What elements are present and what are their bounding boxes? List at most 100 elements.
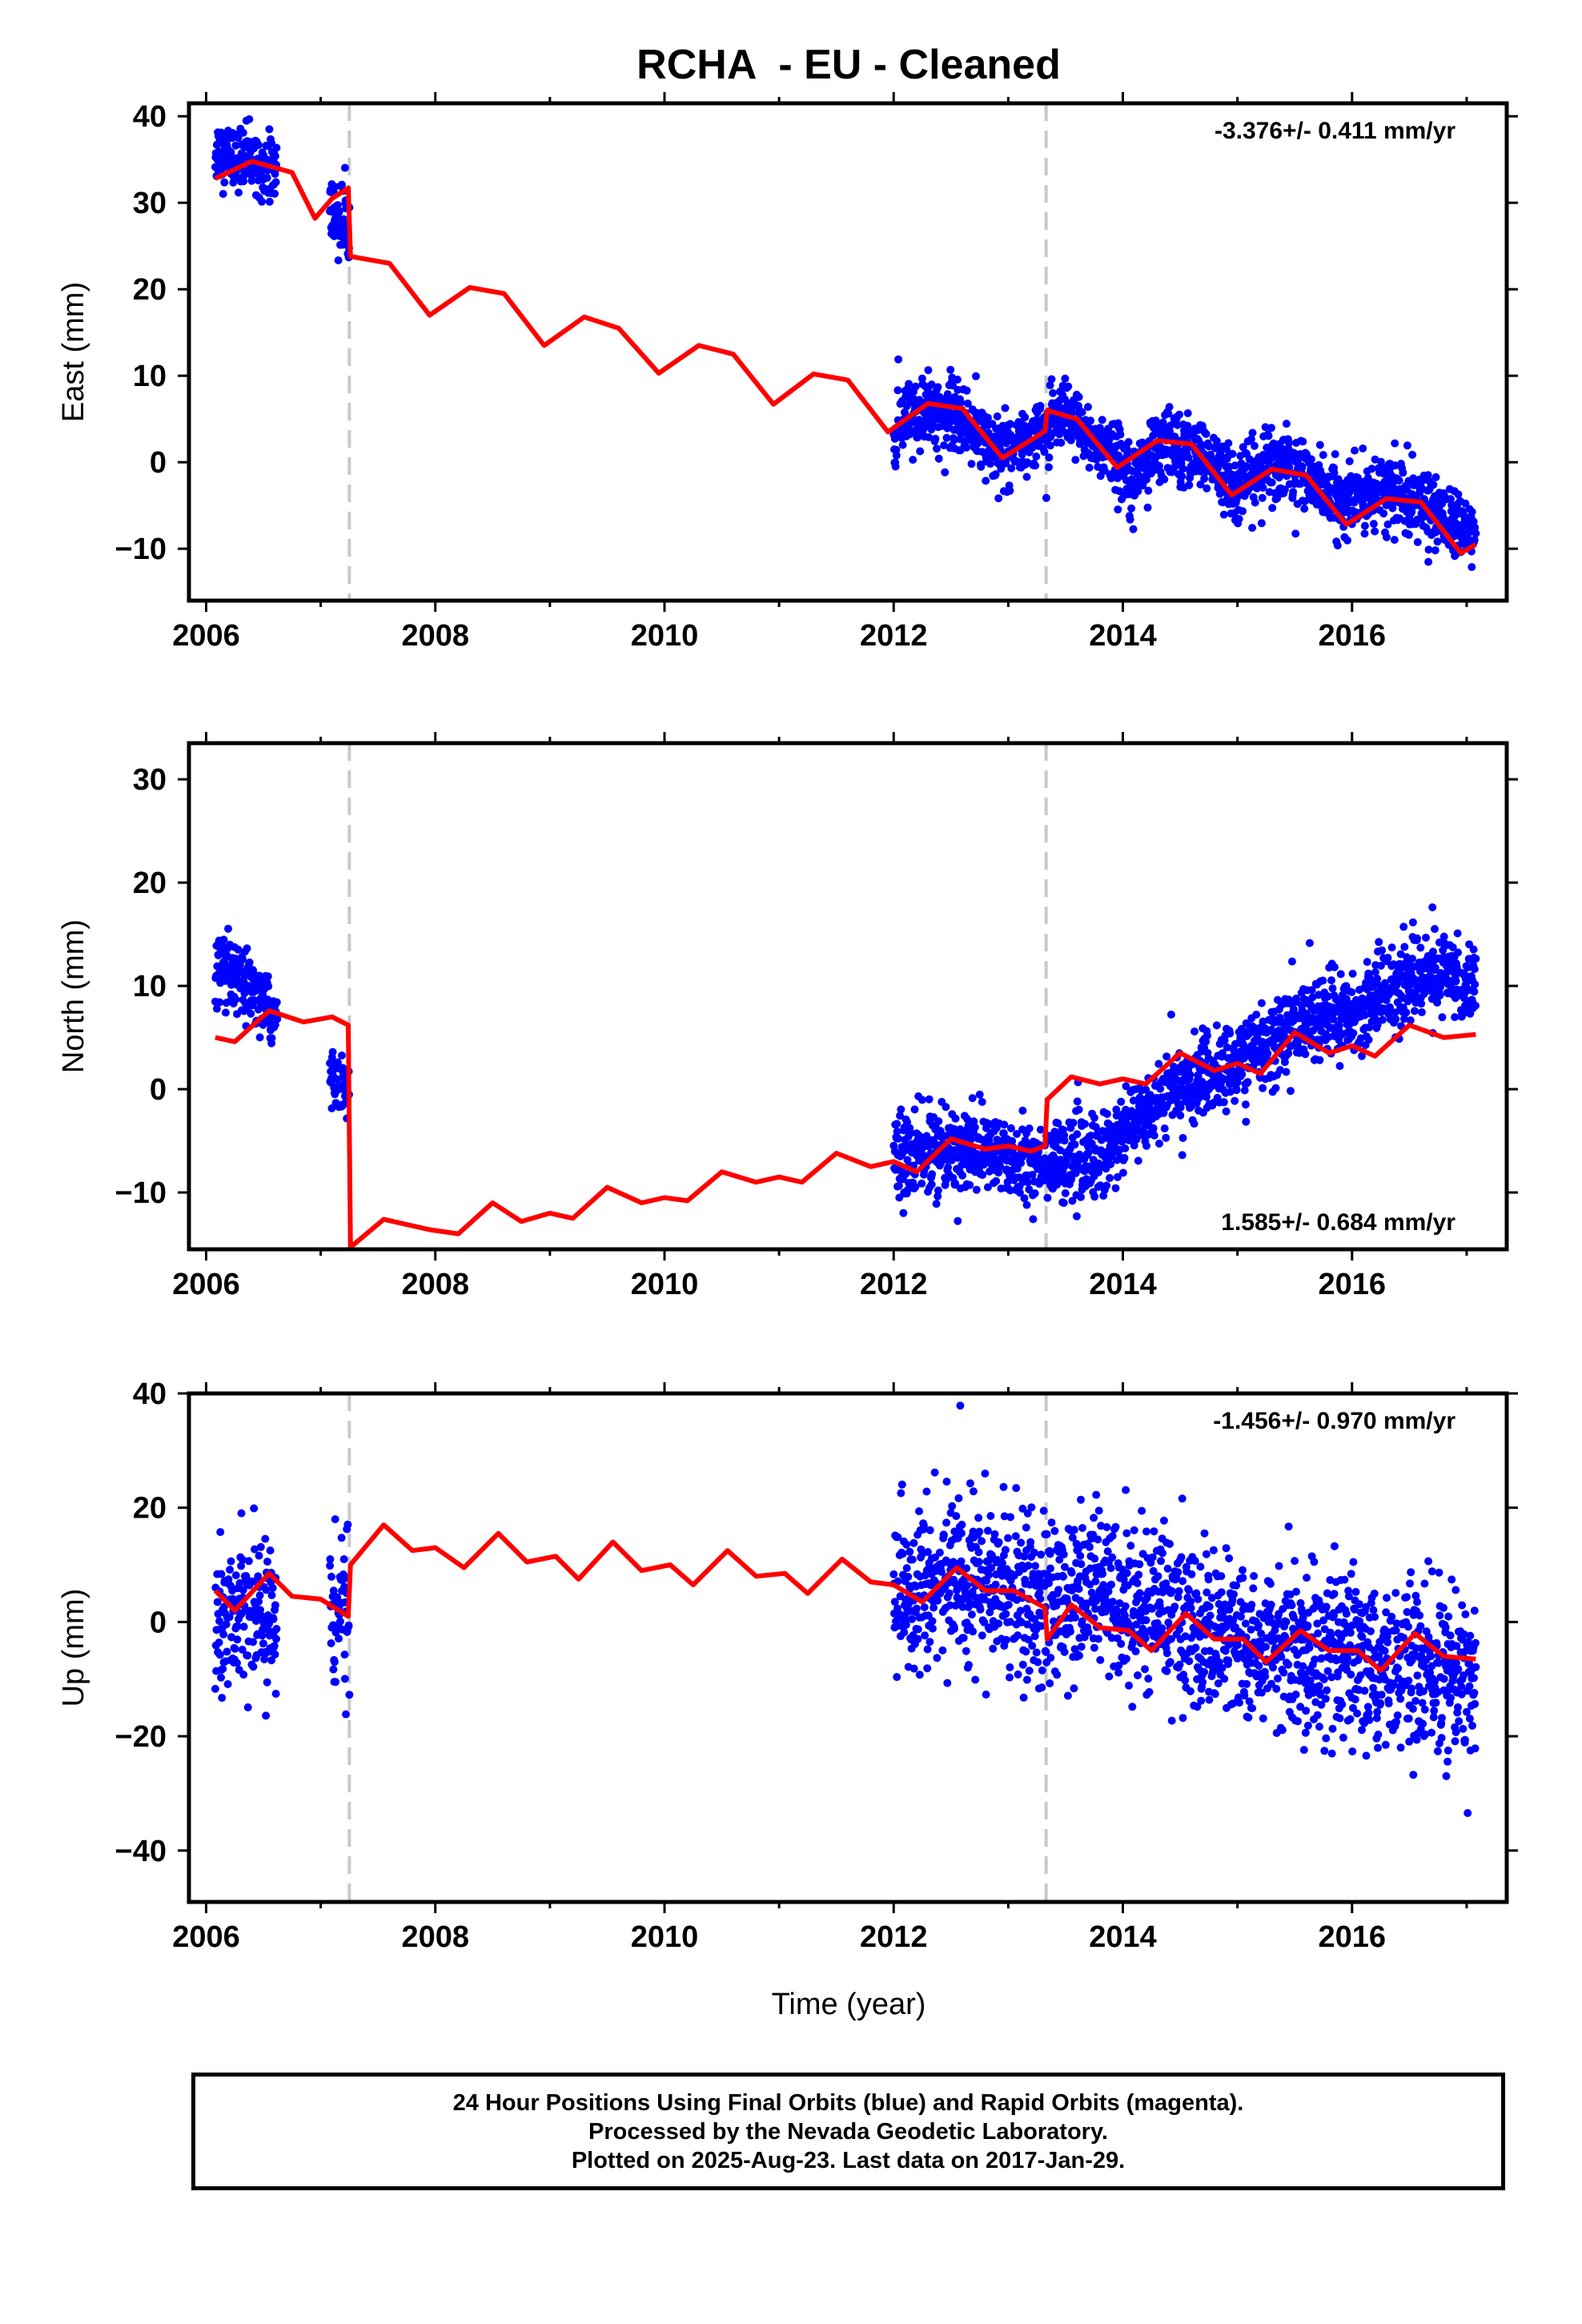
data-point xyxy=(1174,1586,1183,1595)
data-point xyxy=(1181,1676,1190,1685)
data-point xyxy=(1070,1613,1079,1622)
data-point xyxy=(1331,450,1339,459)
data-point xyxy=(1078,1617,1086,1626)
data-point xyxy=(1305,939,1314,947)
data-point xyxy=(1016,1606,1025,1615)
data-point xyxy=(1148,1553,1157,1562)
data-point xyxy=(1061,1562,1069,1571)
data-point xyxy=(974,1514,983,1522)
data-point xyxy=(1413,538,1422,546)
data-point xyxy=(1114,451,1123,460)
rate-annotation: 1.585+/- 0.684 mm/yr xyxy=(1221,1209,1456,1236)
data-point xyxy=(953,376,962,384)
data-point xyxy=(1391,1008,1399,1017)
data-point xyxy=(1066,1627,1074,1636)
data-point xyxy=(1078,408,1086,416)
data-point xyxy=(270,1642,279,1651)
data-point xyxy=(1102,1523,1111,1531)
data-point xyxy=(901,1621,910,1629)
data-point xyxy=(978,1098,986,1106)
data-point xyxy=(969,1487,978,1496)
data-point xyxy=(1300,505,1309,513)
y-tick-label: −10 xyxy=(115,1176,167,1210)
data-point xyxy=(1472,1001,1480,1010)
data-point xyxy=(1267,454,1275,463)
data-point xyxy=(1231,1096,1239,1105)
data-point xyxy=(245,115,254,123)
data-point xyxy=(962,1647,970,1655)
data-point xyxy=(1212,436,1221,445)
data-point xyxy=(957,1557,966,1566)
data-point xyxy=(234,945,243,954)
data-point xyxy=(986,1512,995,1520)
y-axis-label: North (mm) xyxy=(57,919,90,1073)
data-point xyxy=(342,1710,351,1719)
data-point xyxy=(227,1557,235,1566)
data-point xyxy=(1091,1123,1100,1132)
data-point xyxy=(1335,1021,1343,1030)
data-point xyxy=(1105,1672,1114,1681)
data-point xyxy=(1000,1120,1009,1129)
data-point xyxy=(1431,472,1440,481)
data-point xyxy=(1091,1577,1100,1586)
data-point xyxy=(329,1586,338,1595)
data-point xyxy=(215,1617,223,1626)
data-point xyxy=(1013,1130,1021,1138)
data-point xyxy=(249,1638,257,1647)
data-point xyxy=(1068,1534,1077,1542)
data-point xyxy=(1156,1084,1165,1093)
data-point xyxy=(217,1570,226,1578)
data-point xyxy=(1383,954,1392,962)
data-point xyxy=(1174,1568,1182,1577)
data-point xyxy=(916,447,925,456)
data-point xyxy=(273,1015,282,1023)
data-point xyxy=(1367,464,1376,473)
data-point xyxy=(1347,988,1356,996)
data-point xyxy=(896,1112,905,1120)
data-point xyxy=(1046,441,1054,450)
y-tick-label: 10 xyxy=(133,970,167,1003)
data-point xyxy=(1046,381,1054,390)
data-point xyxy=(962,1564,971,1573)
data-point xyxy=(933,1654,942,1663)
data-point xyxy=(1023,1620,1032,1629)
data-point xyxy=(1358,1051,1366,1060)
data-point xyxy=(1121,1602,1130,1610)
data-point xyxy=(1054,1586,1063,1594)
data-point xyxy=(974,1558,983,1566)
data-point xyxy=(243,1703,252,1711)
data-point xyxy=(333,1075,342,1084)
data-point xyxy=(1086,1542,1094,1551)
data-point xyxy=(1183,421,1192,430)
data-point xyxy=(1158,1549,1166,1558)
data-point xyxy=(1360,1011,1369,1019)
data-point xyxy=(263,972,272,981)
data-point xyxy=(1061,1189,1070,1197)
data-point xyxy=(1472,529,1480,538)
data-point xyxy=(1424,557,1433,566)
data-point xyxy=(1282,420,1291,428)
data-point xyxy=(920,1603,929,1611)
data-point xyxy=(1205,442,1213,451)
data-point xyxy=(954,1582,962,1591)
data-point xyxy=(1087,1588,1096,1597)
data-point xyxy=(239,955,247,964)
data-point xyxy=(972,372,980,380)
data-point xyxy=(1002,459,1010,468)
data-point xyxy=(331,1678,340,1687)
data-point xyxy=(1105,1135,1114,1144)
data-point xyxy=(932,1200,941,1208)
panel-north: 2006 2008 2010 2012 2014 2016−100102030North … xyxy=(57,732,1518,1301)
x-tick-label: 2008 xyxy=(401,619,469,653)
data-point xyxy=(1074,1585,1083,1594)
data-point xyxy=(1166,1634,1175,1643)
data-point xyxy=(1090,1192,1099,1201)
data-point xyxy=(1118,1168,1127,1177)
data-point xyxy=(1109,1598,1117,1606)
data-point xyxy=(1359,444,1367,452)
data-point xyxy=(239,1622,248,1631)
data-point xyxy=(215,1638,223,1647)
data-point xyxy=(267,139,276,147)
data-point xyxy=(1108,1532,1117,1540)
data-point xyxy=(1308,993,1317,1002)
